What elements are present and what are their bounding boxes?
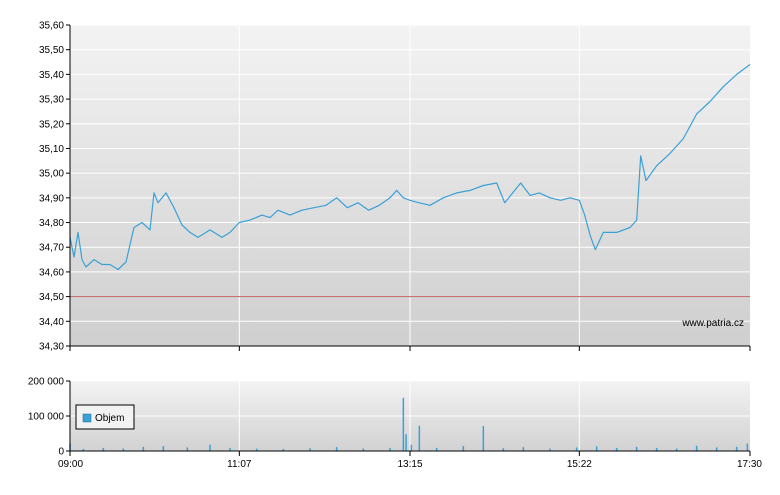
price-ytick-label: 35,10 xyxy=(39,144,64,155)
volume-xtick-label: 15:22 xyxy=(567,459,592,470)
volume-bar xyxy=(102,447,105,451)
volume-bar xyxy=(186,447,189,451)
volume-bar xyxy=(746,443,749,451)
price-ytick-label: 34,40 xyxy=(39,317,64,328)
volume-xtick-label: 13:15 xyxy=(397,459,422,470)
volume-bar xyxy=(309,448,311,451)
volume-bar xyxy=(615,447,618,451)
volume-bar xyxy=(655,447,658,451)
volume-bar xyxy=(635,446,638,451)
price-ytick-label: 34,80 xyxy=(39,218,64,229)
price-ytick-label: 35,00 xyxy=(39,169,64,180)
volume-xtick-label: 09:00 xyxy=(58,459,83,470)
volume-bar xyxy=(522,447,525,451)
volume-bar xyxy=(255,448,258,451)
price-line xyxy=(69,64,751,271)
volume-bar xyxy=(410,444,413,451)
price-ytick-label: 35,30 xyxy=(39,95,64,106)
volume-bar xyxy=(229,447,231,451)
price-ytick-label: 35,50 xyxy=(39,45,64,56)
price-ytick-label: 35,40 xyxy=(39,70,64,81)
price-ytick-label: 34,70 xyxy=(39,243,64,254)
volume-bar xyxy=(82,448,85,451)
volume-bar xyxy=(122,448,125,451)
volume-bar xyxy=(595,446,598,451)
volume-ytick-label: 0 xyxy=(58,447,64,458)
volume-bar xyxy=(735,446,738,451)
volume-bar xyxy=(575,447,578,451)
price-ytick-label: 34,90 xyxy=(39,193,64,204)
price-ytick-label: 34,30 xyxy=(39,342,64,353)
price-ytick-label: 34,60 xyxy=(39,267,64,278)
volume-bar xyxy=(502,448,505,451)
volume-bar xyxy=(162,446,165,451)
volume-bar xyxy=(362,448,365,451)
volume-bar xyxy=(209,444,211,451)
volume-bar xyxy=(282,448,285,451)
volume-bar xyxy=(715,447,718,451)
legend-swatch xyxy=(82,413,92,423)
volume-bar xyxy=(418,425,421,451)
price-ytick-label: 35,20 xyxy=(39,119,64,130)
volume-bar xyxy=(142,446,145,451)
legend-label: Objem xyxy=(95,413,124,424)
volume-bar xyxy=(549,448,551,451)
volume-bar xyxy=(335,447,338,451)
volume-bar xyxy=(402,397,405,451)
volume-bar xyxy=(482,426,485,451)
volume-ytick-label: 200 000 xyxy=(28,377,65,388)
volume-bar xyxy=(695,445,698,452)
volume-bar xyxy=(435,447,438,451)
volume-xtick-label: 11:07 xyxy=(227,459,252,470)
volume-bar xyxy=(462,446,465,451)
price-ytick-label: 34,50 xyxy=(39,292,64,303)
volume-bar xyxy=(405,434,407,451)
watermark: www.patria.cz xyxy=(681,318,744,329)
volume-legend: Objem xyxy=(75,404,135,430)
volume-bar xyxy=(389,447,391,451)
volume-bar xyxy=(675,448,678,451)
volume-xtick-label: 17:30 xyxy=(737,459,762,470)
price-ytick-label: 35,60 xyxy=(39,21,64,32)
volume-ytick-label: 100 000 xyxy=(28,412,65,423)
